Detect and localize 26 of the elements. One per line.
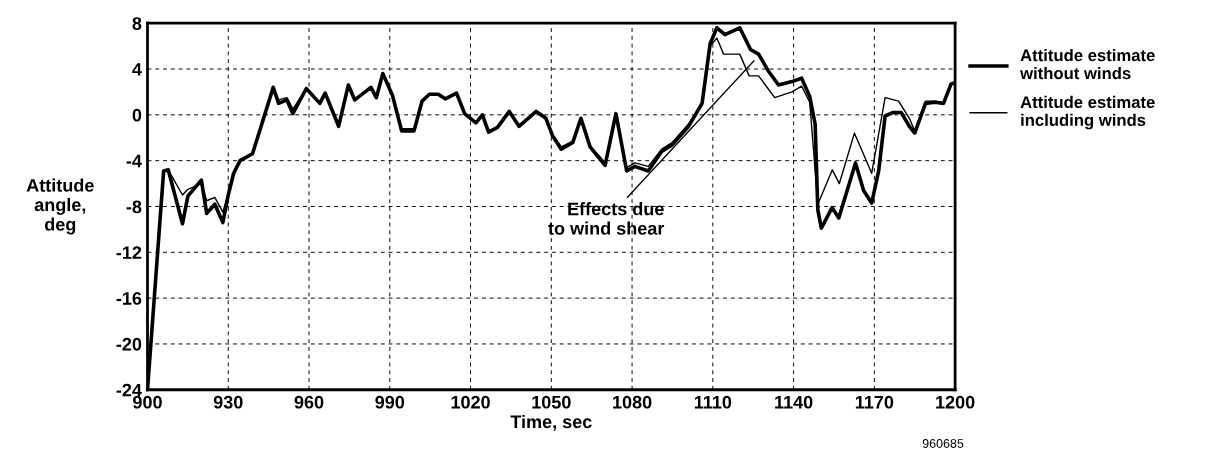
x-tick-label: 900: [133, 395, 162, 409]
y-tick-label: -8: [126, 200, 142, 214]
x-tick-label: 1050: [532, 395, 571, 409]
y-tick-label: -24: [116, 383, 142, 397]
y-tick-label: -20: [116, 337, 142, 351]
x-tick-label: 1110: [694, 395, 732, 409]
x-tick-label: 990: [375, 395, 405, 409]
legend-label: Attitude estimate including winds: [1020, 95, 1155, 130]
x-tick-label: 1020: [451, 395, 490, 409]
y-axis-title: Attitude angle, deg: [26, 178, 94, 235]
y-tick-label: 0: [132, 108, 142, 122]
y-tick-label: 4: [132, 63, 142, 76]
x-axis-title: Time, sec: [510, 414, 592, 431]
x-tick-label: 960: [294, 395, 324, 409]
y-tick-label: -16: [116, 292, 142, 305]
y-tick-label: -12: [116, 246, 142, 259]
x-tick-label: 1080: [613, 395, 652, 409]
y-tick-label: 8: [132, 17, 142, 30]
legend-label: Attitude estimate without winds: [1020, 48, 1155, 80]
text: 960685: [922, 439, 964, 448]
x-tick-label: 1140: [775, 395, 813, 409]
annotation: Effects due to wind shear: [548, 202, 665, 235]
x-tick-label: 930: [213, 395, 243, 409]
y-tick-label: -4: [126, 154, 142, 168]
x-tick-label: 1200: [936, 395, 975, 409]
x-tick-label: 1170: [855, 395, 894, 409]
